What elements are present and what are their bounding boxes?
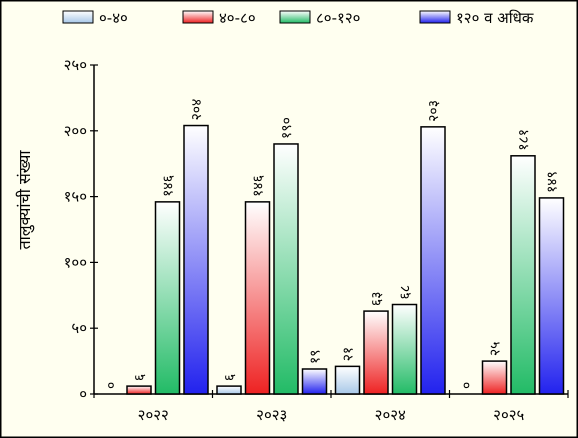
data-label: १४६ — [161, 175, 177, 197]
x-tick-label: २०२३ — [256, 406, 287, 424]
bar — [273, 143, 299, 395]
y-tick-label: ५० — [71, 319, 87, 337]
y-axis-title: तालुक्यांची संख्या — [15, 150, 35, 250]
legend-swatch — [279, 10, 311, 24]
bar — [538, 197, 565, 395]
y-axis: ० ५० १०० १५० २०० २५० — [64, 56, 98, 403]
bar — [510, 155, 536, 395]
data-label: २१ — [341, 347, 357, 362]
bars — [126, 124, 565, 395]
legend-item: ८०-१२० — [279, 9, 360, 27]
data-label: ६८ — [398, 285, 414, 300]
legend-swatch — [62, 10, 94, 24]
y-tick-label: ० — [79, 385, 87, 403]
data-labels: ० ६ १४६ २०४ ६ १४६ १९० १९ २१ ६३ ६८ २०३ ० २५ १८१ १४९ — [104, 99, 561, 389]
data-label: २५ — [488, 342, 504, 357]
y-tick-label: १०० — [64, 253, 87, 271]
bar — [334, 365, 361, 395]
legend-label: १२० व अधिक — [456, 9, 534, 27]
bar — [244, 201, 271, 395]
y-tick-label: २०० — [64, 122, 87, 140]
bar — [126, 385, 152, 395]
data-label: ६ — [132, 374, 148, 381]
legend-swatch — [182, 10, 214, 24]
data-label: १४९ — [545, 171, 561, 193]
legend-label: ०-४० — [99, 9, 128, 27]
legend-swatch — [419, 10, 451, 24]
bar — [183, 124, 209, 395]
bar — [420, 126, 446, 395]
bar — [301, 368, 328, 395]
bar — [154, 201, 181, 395]
legend-item: १२० व अधिक — [419, 9, 534, 27]
x-tick-label: २०२५ — [493, 406, 524, 424]
x-tick-label: २०२४ — [375, 406, 406, 424]
legend-label: ८०-१२० — [316, 9, 360, 27]
legend-item: ४०-८० — [182, 9, 256, 27]
data-label: २०३ — [426, 100, 442, 122]
data-label: १९० — [279, 117, 295, 139]
bar — [391, 303, 418, 395]
y-tick-label: २५० — [64, 56, 87, 74]
data-label: १८१ — [516, 129, 532, 151]
data-label: १९ — [308, 349, 324, 364]
data-label: १४६ — [251, 175, 267, 197]
data-label: ० — [104, 382, 120, 389]
legend-label: ४०-८० — [219, 9, 256, 27]
bar — [481, 360, 508, 395]
data-label: २०४ — [189, 99, 205, 121]
data-label: ६ — [222, 374, 238, 381]
legend: ०-४० ४०-८० ८०-१२० १२० व अधिक — [62, 9, 534, 27]
data-label: ६३ — [369, 292, 385, 307]
legend-item: ०-४० — [62, 9, 128, 27]
data-label: ० — [459, 382, 475, 389]
y-tick-label: १५० — [64, 188, 87, 206]
bar — [363, 310, 389, 395]
bar — [216, 385, 242, 395]
x-tick-label: २०२२ — [138, 406, 169, 424]
